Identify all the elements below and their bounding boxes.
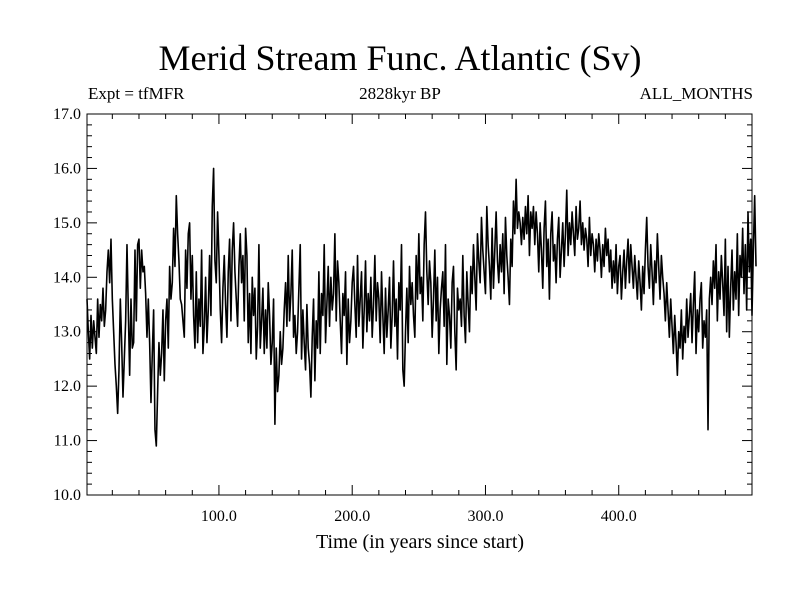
period-label: 2828kyr BP <box>359 84 441 103</box>
x-axis-label: Time (in years since start) <box>315 531 525 553</box>
plot-frame <box>86 113 753 496</box>
months-label: ALL_MONTHS <box>639 84 753 103</box>
y-tick-label: 11.0 <box>54 433 81 450</box>
series-line <box>86 167 757 447</box>
y-tick-label: 10.0 <box>53 487 81 504</box>
x-tick-label: 100.0 <box>201 508 237 525</box>
y-tick-label: 13.0 <box>53 324 81 341</box>
y-tick-label: 16.0 <box>53 160 81 177</box>
x-tick-label: 400.0 <box>601 508 637 525</box>
y-tick-label: 14.0 <box>53 269 81 286</box>
experiment-label: Expt = tfMFR <box>88 84 185 103</box>
chart-title: Merid Stream Func. Atlantic (Sv) <box>158 38 642 78</box>
x-tick-label: 300.0 <box>467 508 503 525</box>
y-tick-label: 12.0 <box>53 378 81 395</box>
y-tick-label: 15.0 <box>53 215 81 232</box>
x-tick-label: 200.0 <box>334 508 370 525</box>
y-tick-label: 17.0 <box>53 106 81 123</box>
